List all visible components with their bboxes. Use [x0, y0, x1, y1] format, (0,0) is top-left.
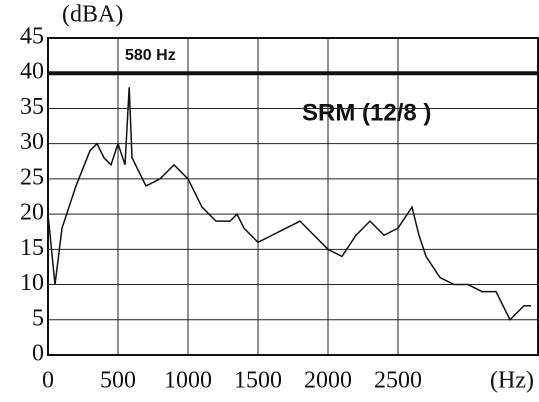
y-tick-label: 25	[20, 164, 44, 190]
y-tick-label: 5	[32, 305, 44, 331]
y-tick-label: 45	[20, 24, 44, 50]
plot-frame	[47, 37, 539, 356]
x-tick-label: 1500	[234, 368, 282, 394]
x-tick-label: 1000	[164, 368, 212, 394]
y-tick-label: 10	[20, 270, 44, 296]
y-tick-label: 40	[20, 59, 44, 85]
data-line	[47, 87, 531, 322]
y-axis-label: (dBA)	[62, 2, 123, 28]
y-tick-label: 30	[20, 129, 44, 155]
y-tick-label: 35	[20, 94, 44, 120]
x-tick-label: 2500	[374, 368, 422, 394]
x-tick-label: 0	[42, 368, 54, 394]
x-tick-label: 2000	[304, 368, 352, 394]
x-tick-label: 500	[100, 368, 136, 394]
annotation: 580 Hz	[125, 47, 176, 64]
y-tick-label: 15	[20, 235, 44, 261]
annotation: SRM (12/8 )	[302, 99, 431, 126]
y-tick-label: 0	[32, 341, 44, 367]
x-axis-label: (Hz)	[490, 368, 534, 394]
y-tick-label: 20	[20, 200, 44, 226]
